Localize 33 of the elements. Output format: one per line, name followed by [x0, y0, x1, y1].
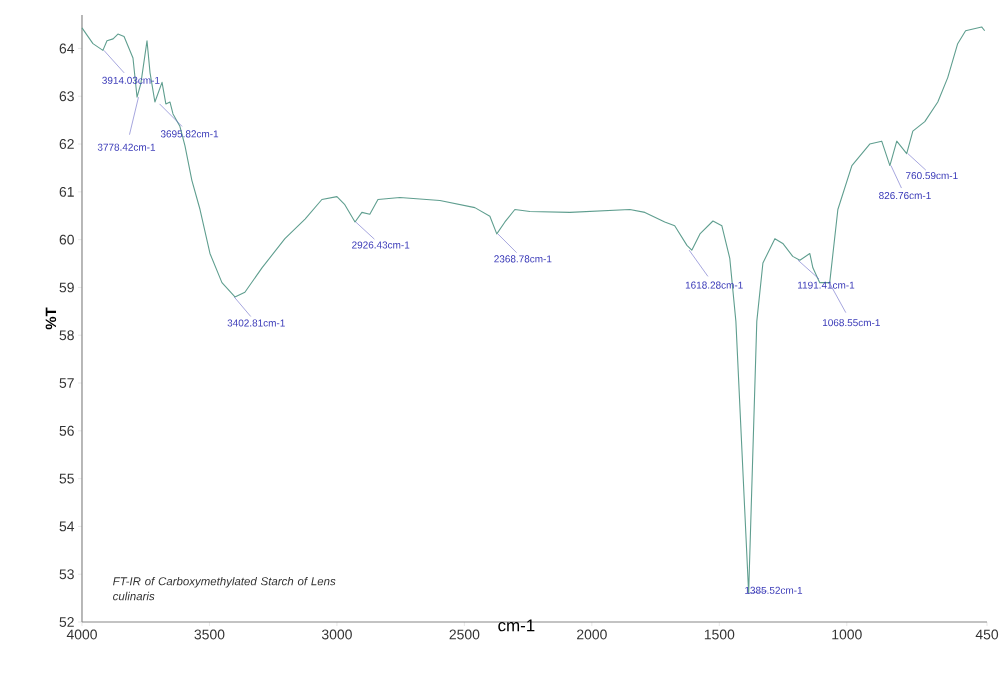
- annotation: 3695.82cm-1: [160, 130, 219, 138]
- y-tick-label: 56: [59, 425, 74, 436]
- annotation: 1191.41cm-1: [798, 281, 855, 289]
- y-tick-label: 53: [59, 569, 74, 580]
- y-tick-label: 64: [59, 43, 75, 54]
- y-tick-label: 52: [59, 617, 74, 627]
- y-axis-title: %T: [45, 307, 57, 330]
- annotation: 2926.43cm-1: [352, 241, 410, 249]
- y-tick-label: 62: [59, 139, 74, 149]
- annotation: 2368.78cm-1: [494, 255, 552, 263]
- x-tick-label: 1500: [704, 629, 735, 640]
- y-tick-label: 58: [59, 330, 74, 341]
- annotation: 3778.42cm-1: [97, 143, 156, 151]
- x-tick-label: 450: [975, 629, 999, 640]
- y-tick-label: 63: [59, 91, 74, 102]
- y-tick-label: 54: [59, 521, 75, 532]
- x-tick-label: 1000: [832, 629, 862, 640]
- y-tick-label: 57: [59, 378, 74, 388]
- y-tick-label: 60: [59, 234, 74, 245]
- annotation: 3402.81cm-1: [227, 319, 285, 327]
- x-tick-label: 2500: [449, 629, 480, 640]
- annotation: 760.59cm-1: [906, 172, 958, 180]
- x-tick-label: 2000: [577, 629, 607, 640]
- x-tick-label: 4000: [66, 629, 97, 640]
- y-tick-label: 59: [59, 282, 74, 293]
- y-tick-label: 61: [59, 186, 74, 197]
- annotation: FT-IR of Carboxymethylated Starch of Lens culinaris: [113, 576, 336, 601]
- x-tick-label: 3000: [321, 629, 352, 640]
- y-tick-label: 55: [59, 473, 74, 484]
- annotation: 1068.55cm-1: [823, 319, 880, 327]
- annotation: 826.76cm-1: [879, 192, 931, 200]
- x-axis-title: cm-1: [498, 619, 535, 632]
- x-tick-label: 3500: [194, 629, 225, 640]
